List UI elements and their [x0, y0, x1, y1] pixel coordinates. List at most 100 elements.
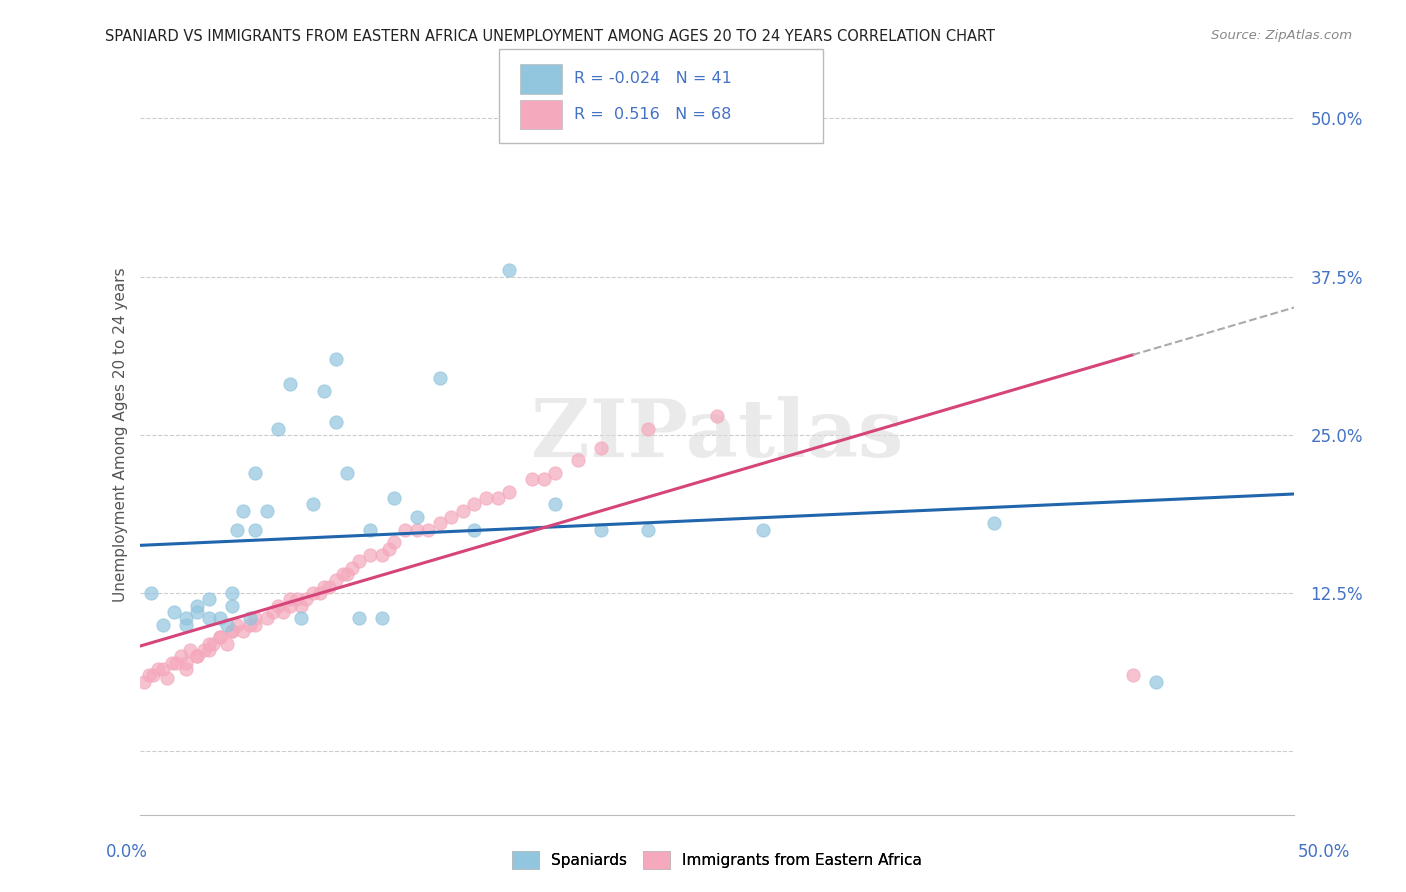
- Point: [475, 491, 498, 505]
- Point: [193, 643, 215, 657]
- Point: [209, 611, 232, 625]
- Point: [371, 548, 394, 562]
- Point: [983, 516, 1005, 531]
- Point: [382, 535, 405, 549]
- Point: [498, 484, 520, 499]
- Point: [160, 656, 183, 670]
- Point: [360, 548, 382, 562]
- Point: [637, 523, 659, 537]
- Point: [225, 617, 247, 632]
- Point: [139, 586, 162, 600]
- Point: [544, 466, 567, 480]
- Point: [752, 523, 775, 537]
- Point: [591, 523, 613, 537]
- Point: [217, 617, 239, 632]
- Text: SPANIARD VS IMMIGRANTS FROM EASTERN AFRICA UNEMPLOYMENT AMONG AGES 20 TO 24 YEAR: SPANIARD VS IMMIGRANTS FROM EASTERN AFRI…: [105, 29, 995, 44]
- Point: [451, 504, 474, 518]
- Point: [533, 472, 555, 486]
- Point: [186, 649, 208, 664]
- Text: R = -0.024   N = 41: R = -0.024 N = 41: [574, 71, 731, 86]
- Point: [179, 643, 201, 657]
- Point: [706, 409, 728, 423]
- Point: [314, 580, 336, 594]
- Point: [405, 523, 427, 537]
- Point: [440, 510, 463, 524]
- Point: [301, 498, 323, 512]
- Point: [209, 631, 232, 645]
- Point: [371, 611, 394, 625]
- Point: [152, 662, 174, 676]
- Point: [285, 592, 308, 607]
- Text: ZIPatlas: ZIPatlas: [531, 396, 903, 474]
- Point: [239, 611, 262, 625]
- Point: [498, 263, 520, 277]
- Point: [134, 674, 156, 689]
- Point: [314, 384, 336, 398]
- Point: [278, 592, 301, 607]
- Point: [325, 351, 347, 366]
- Point: [1144, 674, 1167, 689]
- Point: [198, 611, 221, 625]
- Point: [186, 605, 208, 619]
- Point: [394, 523, 416, 537]
- Point: [174, 662, 197, 676]
- Point: [267, 599, 290, 613]
- Point: [166, 656, 188, 670]
- Point: [290, 611, 312, 625]
- Point: [429, 371, 451, 385]
- Point: [170, 649, 193, 664]
- Point: [340, 560, 363, 574]
- Point: [486, 491, 509, 505]
- Point: [308, 586, 330, 600]
- Point: [318, 580, 340, 594]
- Point: [163, 605, 186, 619]
- Point: [152, 617, 174, 632]
- Legend: Spaniards, Immigrants from Eastern Africa: Spaniards, Immigrants from Eastern Afric…: [506, 845, 928, 875]
- Point: [290, 599, 312, 613]
- Point: [217, 637, 239, 651]
- Point: [243, 523, 266, 537]
- Point: [186, 649, 208, 664]
- Point: [243, 466, 266, 480]
- Point: [221, 624, 243, 638]
- Point: [1122, 668, 1144, 682]
- Point: [256, 504, 278, 518]
- Point: [347, 611, 370, 625]
- Point: [336, 567, 359, 582]
- Point: [360, 523, 382, 537]
- Point: [243, 611, 266, 625]
- Text: 0.0%: 0.0%: [105, 843, 148, 861]
- Point: [278, 599, 301, 613]
- Point: [567, 453, 589, 467]
- Point: [544, 498, 567, 512]
- Point: [146, 662, 169, 676]
- Point: [243, 617, 266, 632]
- Point: [142, 668, 165, 682]
- Point: [198, 592, 221, 607]
- Point: [271, 605, 294, 619]
- Point: [429, 516, 451, 531]
- Point: [198, 643, 221, 657]
- Point: [232, 624, 254, 638]
- Point: [418, 523, 440, 537]
- Text: 50.0%: 50.0%: [1298, 843, 1350, 861]
- Point: [138, 668, 160, 682]
- Point: [637, 421, 659, 435]
- Point: [295, 592, 318, 607]
- Point: [301, 586, 323, 600]
- Point: [186, 599, 208, 613]
- Point: [347, 554, 370, 568]
- Point: [225, 523, 247, 537]
- Point: [221, 624, 243, 638]
- Point: [382, 491, 405, 505]
- Point: [256, 611, 278, 625]
- Point: [263, 605, 285, 619]
- Point: [202, 637, 225, 651]
- Y-axis label: Unemployment Among Ages 20 to 24 years: Unemployment Among Ages 20 to 24 years: [114, 268, 128, 602]
- Point: [174, 611, 197, 625]
- Point: [239, 617, 262, 632]
- Point: [156, 671, 179, 685]
- Point: [174, 656, 197, 670]
- Point: [520, 472, 543, 486]
- Point: [405, 510, 427, 524]
